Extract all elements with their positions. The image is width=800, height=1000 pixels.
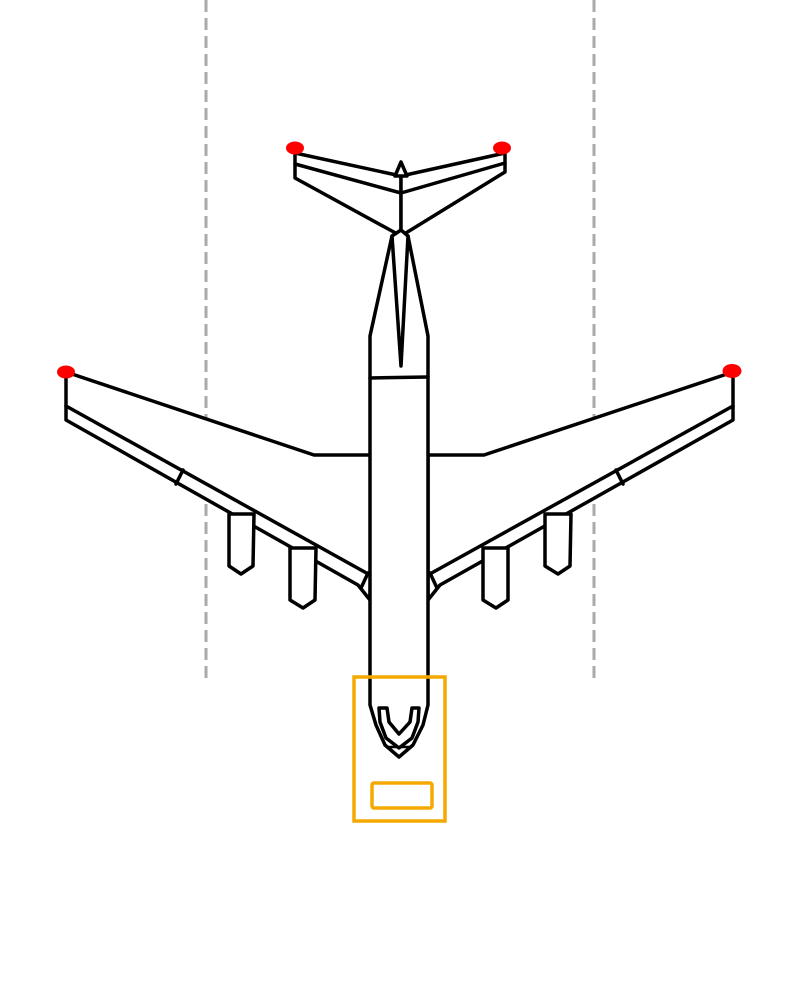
right-stabilizer-hinge-line bbox=[399, 161, 507, 195]
left-wing-flap-line bbox=[64, 404, 372, 577]
right-wing bbox=[426, 370, 735, 602]
right-inner-engine bbox=[481, 546, 510, 610]
left-wing bbox=[64, 370, 374, 602]
aircraft bbox=[64, 151, 735, 759]
fuselage bbox=[368, 234, 430, 759]
left-horizontal-stabilizer bbox=[293, 151, 403, 238]
right-stabilizer-light bbox=[493, 141, 511, 155]
left-inner-engine bbox=[288, 546, 318, 610]
left-stabilizer-hinge-line bbox=[293, 162, 403, 195]
tug-box bbox=[352, 675, 447, 823]
nav-lights bbox=[57, 141, 742, 379]
right-horizontal-stabilizer bbox=[399, 151, 507, 238]
fuselage-section-line bbox=[368, 375, 430, 380]
right-wing-root-divider bbox=[428, 571, 439, 590]
right-wing-flap-line bbox=[426, 404, 735, 577]
left-wing-root-divider bbox=[359, 571, 370, 590]
vertical-fin bbox=[390, 228, 410, 368]
right-wingtip-light bbox=[722, 364, 742, 378]
right-wing-flap-divider bbox=[614, 468, 625, 486]
left-wing-flap-divider bbox=[174, 468, 185, 486]
right-outer-engine bbox=[543, 512, 573, 576]
tug-outer-rect bbox=[352, 675, 447, 823]
tug-inner-rect bbox=[370, 781, 434, 810]
cockpit-windows bbox=[377, 706, 421, 750]
left-wingtip-light bbox=[57, 365, 75, 379]
left-stabilizer-light bbox=[286, 141, 304, 155]
left-outer-engine bbox=[227, 512, 256, 576]
tail-cone bbox=[393, 160, 409, 178]
